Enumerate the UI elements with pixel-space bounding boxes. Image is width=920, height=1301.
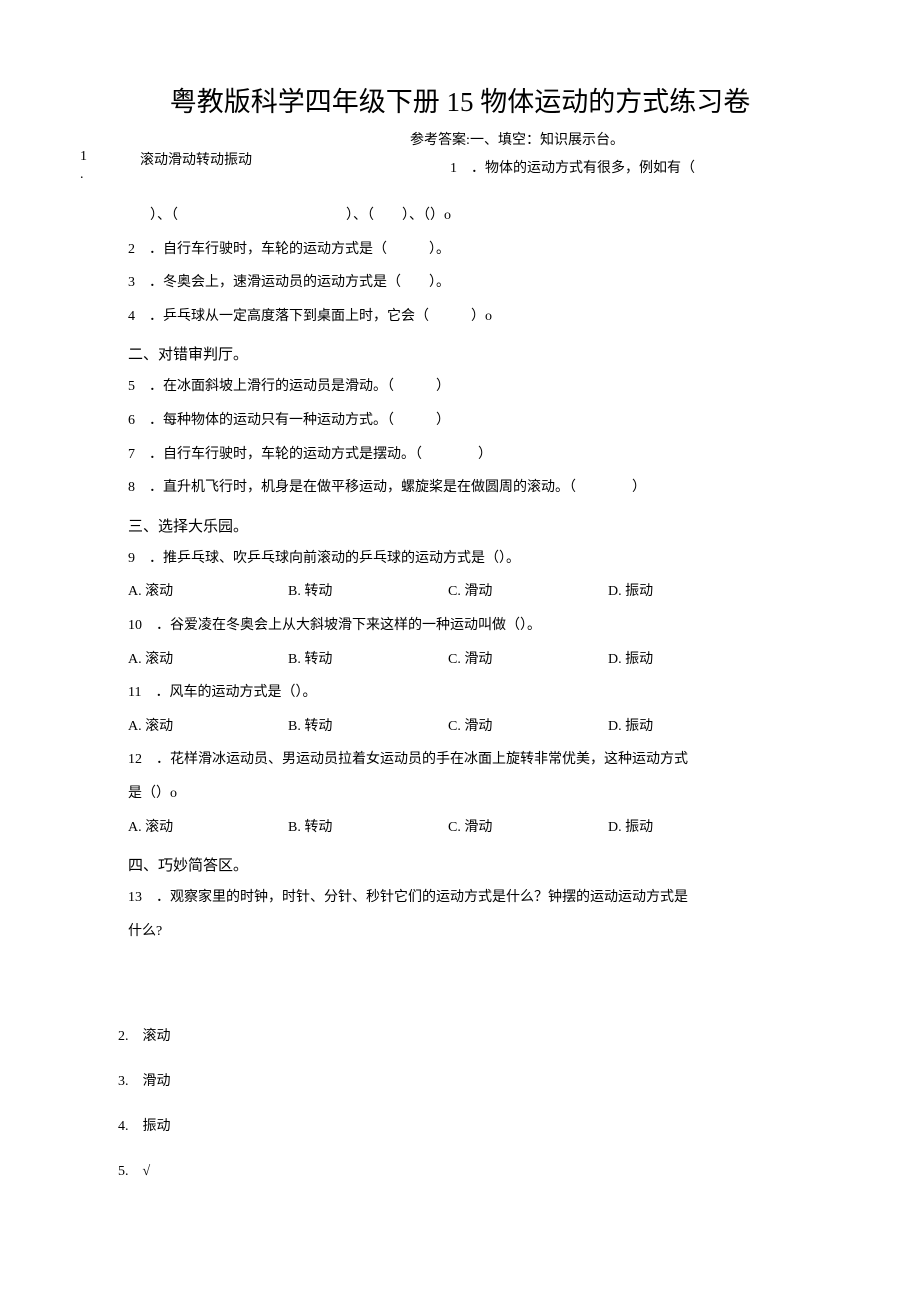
q11-option-d: D. 振动	[608, 710, 768, 744]
q1-answer-number: 1	[80, 149, 87, 165]
q10-option-a: A. 滚动	[128, 643, 288, 677]
q11-options: A. 滚动 B. 转动 C. 滑动 D. 振动	[128, 710, 810, 744]
q12-option-d: D. 振动	[608, 811, 768, 845]
q11-option-c: C. 滑动	[448, 710, 608, 744]
section-1-header: 一、填空：知识展示台。	[470, 129, 624, 149]
q7-text: 7 ．自行车行驶时，车轮的运动方式是摆动。（ ）	[128, 438, 810, 472]
q10-options: A. 滚动 B. 转动 C. 滑动 D. 振动	[128, 643, 810, 677]
q1-answer-text: 滚动滑动转动振动	[140, 149, 252, 169]
q11-option-b: B. 转动	[288, 710, 448, 744]
q4-text: 4 ．乒乓球从一定高度落下到桌面上时，它会（ ）o	[128, 300, 810, 334]
q9-options: A. 滚动 B. 转动 C. 滑动 D. 振动	[128, 575, 810, 609]
q10-option-c: C. 滑动	[448, 643, 608, 677]
q10-option-b: B. 转动	[288, 643, 448, 677]
q9-option-d: D. 振动	[608, 575, 768, 609]
q10-option-d: D. 振动	[608, 643, 768, 677]
q12-text-line1: 12 ．花样滑冰运动员、男运动员拉着女运动员的手在冰面上旋转非常优美，这种运动方…	[128, 743, 810, 777]
q9-option-b: B. 转动	[288, 575, 448, 609]
worksheet-page: 粤教版科学四年级下册 15 物体运动的方式练习卷 参考答案: 一、填空：知识展示…	[0, 0, 920, 1261]
q11-text: 11 ．风车的运动方式是（）。	[128, 676, 810, 710]
q2-text: 2 ．自行车行驶时，车轮的运动方式是（ ）。	[128, 233, 810, 267]
q12-options: A. 滚动 B. 转动 C. 滑动 D. 振动	[128, 811, 810, 845]
answer-4: 4. 振动	[118, 1112, 810, 1143]
q1-answer-dot: .	[80, 167, 84, 183]
q12-option-b: B. 转动	[288, 811, 448, 845]
page-title: 粤教版科学四年级下册 15 物体运动的方式练习卷	[110, 80, 810, 119]
section-4-header: 四、巧妙简答区。	[128, 854, 810, 875]
reference-answer-label: 参考答案:	[410, 129, 470, 149]
q12-text-line2: 是（）o	[128, 777, 810, 811]
q9-option-c: C. 滑动	[448, 575, 608, 609]
q12-option-a: A. 滚动	[128, 811, 288, 845]
answer-2: 2. 滚动	[118, 1022, 810, 1053]
header-block: 参考答案: 一、填空：知识展示台。 1 . 滚动滑动转动振动 1 ．物体的运动方…	[110, 129, 810, 199]
q8-text: 8 ．直升机飞行时，机身是在做平移运动，螺旋桨是在做圆周的滚动。（ ）	[128, 471, 810, 505]
section-2-header: 二、对错审判厅。	[128, 343, 810, 364]
q11-option-a: A. 滚动	[128, 710, 288, 744]
answer-3: 3. 滑动	[118, 1067, 810, 1098]
q3-text: 3 ．冬奥会上，速滑运动员的运动方式是（ ）。	[128, 266, 810, 300]
q10-text: 10 ．谷爱凌在冬奥会上从大斜坡滑下来这样的一种运动叫做（）。	[128, 609, 810, 643]
q13-text-line1: 13 ．观察家里的时钟，时针、分针、秒针它们的运动方式是什么？钟摆的运动运动方式…	[128, 881, 810, 915]
q13-text-line2: 什么?	[128, 915, 810, 949]
q5-text: 5 ．在冰面斜坡上滑行的运动员是滑动。（ ）	[128, 370, 810, 404]
section-3-header: 三、选择大乐园。	[128, 515, 810, 536]
q9-option-a: A. 滚动	[128, 575, 288, 609]
q1-text-line1: 1 ．物体的运动方式有很多，例如有（	[450, 157, 695, 177]
blank-space	[110, 948, 810, 1008]
q6-text: 6 ．每种物体的运动只有一种运动方式。（ ）	[128, 404, 810, 438]
q9-text: 9 ．推乒乓球、吹乒乓球向前滚动的乒乓球的运动方式是（）。	[128, 542, 810, 576]
q12-option-c: C. 滑动	[448, 811, 608, 845]
q1-text-line2: ）、（ ）、（ ）、（）o	[150, 199, 810, 233]
answer-5: 5. √	[118, 1157, 810, 1188]
